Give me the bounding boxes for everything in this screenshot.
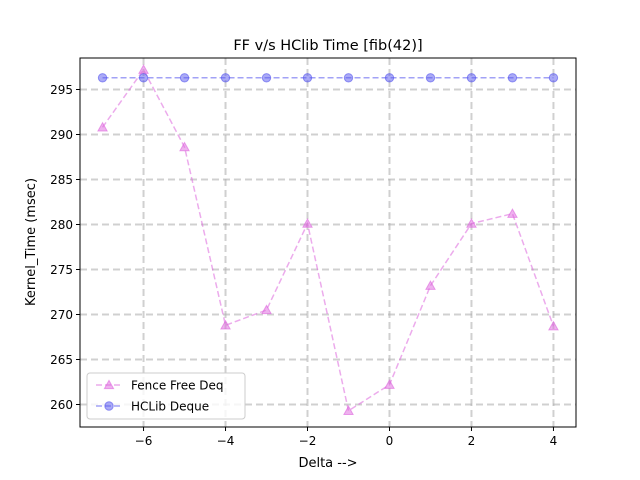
y-tick-label: 275 bbox=[50, 263, 73, 277]
data-point bbox=[466, 217, 477, 228]
y-axis-label: Kernel_Time (msec) bbox=[24, 178, 39, 306]
data-point bbox=[302, 217, 313, 228]
y-tick-label: 295 bbox=[50, 83, 73, 97]
series-0 bbox=[97, 64, 559, 415]
grid bbox=[80, 58, 576, 427]
data-point bbox=[220, 319, 231, 330]
plot-frame bbox=[79, 57, 577, 428]
data-point bbox=[97, 121, 108, 132]
x-tick-label: 0 bbox=[386, 434, 394, 448]
data-point bbox=[343, 405, 354, 415]
y-tick-label: 270 bbox=[50, 308, 73, 322]
data-point bbox=[261, 304, 272, 315]
data-point bbox=[425, 280, 436, 290]
data-point bbox=[138, 64, 149, 74]
data-point bbox=[548, 320, 559, 331]
legend-label: HCLib Deque bbox=[131, 400, 209, 414]
legend-marker bbox=[104, 401, 114, 411]
data-point bbox=[343, 73, 354, 83]
legend-marker bbox=[103, 379, 115, 390]
y-tick-label: 265 bbox=[50, 353, 73, 367]
data-point bbox=[548, 73, 559, 83]
data-point bbox=[220, 73, 231, 83]
data-point bbox=[425, 73, 436, 83]
data-point bbox=[384, 73, 395, 83]
data-point bbox=[261, 73, 272, 83]
y-tick-label: 280 bbox=[50, 218, 73, 232]
data-point bbox=[179, 73, 190, 83]
y-tick-label: 285 bbox=[50, 173, 73, 187]
data-point bbox=[302, 73, 313, 83]
legend-box bbox=[86, 372, 246, 420]
data-point bbox=[384, 379, 395, 389]
axis-ticks: −6 −4 −2 0 2 4 260 265 270 275 280 285 290 295 bbox=[50, 83, 557, 448]
data-point bbox=[466, 73, 477, 83]
data-point bbox=[138, 73, 149, 83]
legend: Fence Free Deq HCLib Deque bbox=[86, 372, 246, 420]
data-point bbox=[179, 141, 190, 152]
series-line bbox=[101, 68, 555, 413]
legend-label: Fence Free Deq bbox=[131, 379, 224, 393]
x-tick-label: 2 bbox=[468, 434, 476, 448]
data-point bbox=[507, 73, 518, 83]
y-tick-label: 260 bbox=[50, 398, 73, 412]
x-axis-label: Delta --> bbox=[298, 456, 357, 471]
data-point bbox=[97, 73, 108, 83]
x-tick-label: 4 bbox=[550, 434, 558, 448]
y-tick-label: 290 bbox=[50, 128, 73, 142]
series-1 bbox=[97, 73, 559, 83]
x-tick-label: −6 bbox=[135, 434, 153, 448]
chart-title: FF v/s HClib Time [fib(42)] bbox=[233, 38, 422, 54]
data-point bbox=[507, 208, 518, 218]
x-tick-label: −4 bbox=[217, 434, 235, 448]
x-tick-label: −2 bbox=[299, 434, 317, 448]
series-layer bbox=[97, 64, 559, 415]
